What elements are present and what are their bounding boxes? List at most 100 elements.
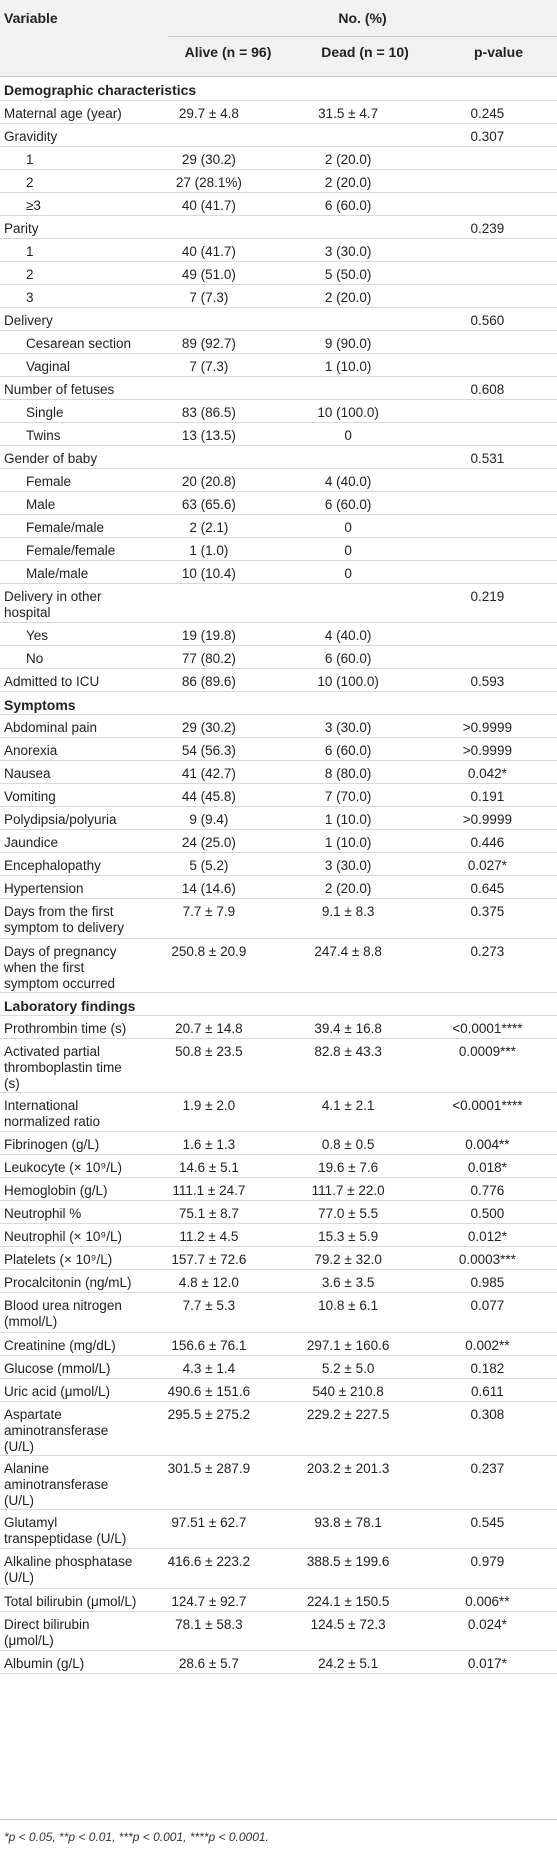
header-divider xyxy=(0,76,557,77)
table-row: Nausea 41 (42.7) 8 (80.0) 0.042* xyxy=(0,760,557,784)
header-variable: Variable xyxy=(4,10,58,26)
cell-dead: 0 xyxy=(278,560,418,584)
cell-alive: 86 (89.6) xyxy=(139,668,279,692)
table-row: Days from the first symptom to delivery 7… xyxy=(0,898,557,939)
cell-p-value xyxy=(417,146,557,170)
cell-dead: 10 (100.0) xyxy=(278,399,418,423)
cell-dead: 5.2 ± 5.0 xyxy=(278,1355,418,1379)
cell-dead: 10 (100.0) xyxy=(278,668,418,692)
cell-dead: 247.4 ± 8.8 xyxy=(278,938,418,993)
cell-dead: 9.1 ± 8.3 xyxy=(278,898,418,939)
cell-dead: 203.2 ± 201.3 xyxy=(278,1455,418,1510)
cell-alive: 7 (7.3) xyxy=(139,284,279,308)
row-label: Polydipsia/polyuria xyxy=(0,806,140,830)
cell-dead: 1 (10.0) xyxy=(278,829,418,853)
table-row: Alkaline phosphatase (U/L) 416.6 ± 223.2 3… xyxy=(0,1548,557,1589)
cell-p-value: 0.245 xyxy=(417,100,557,124)
header-p-value: p-value xyxy=(473,44,523,60)
row-label: Aspartate aminotransferase (U/L) xyxy=(0,1401,140,1456)
cell-p-value: >0.9999 xyxy=(417,714,557,738)
cell-dead: 3 (30.0) xyxy=(278,714,418,738)
cell-alive: 5 (5.2) xyxy=(139,852,279,876)
cell-p-value: 0.239 xyxy=(417,215,557,239)
cell-p-value: <0.0001**** xyxy=(417,1015,557,1039)
table-row: No 77 (80.2) 6 (60.0) xyxy=(0,645,557,669)
cell-alive: 77 (80.2) xyxy=(139,645,279,669)
row-label: Neutrophil (× 10⁹/L) xyxy=(0,1223,140,1247)
row-label: Anorexia xyxy=(0,737,140,761)
cell-alive: 1.9 ± 2.0 xyxy=(139,1092,279,1132)
footnote: *p < 0.05, **p < 0.01, ***p < 0.001, ***… xyxy=(4,1830,269,1844)
cell-p-value: 0.608 xyxy=(417,376,557,400)
cell-alive xyxy=(139,583,279,623)
cell-alive: 14.6 ± 5.1 xyxy=(139,1154,279,1178)
row-label: Delivery xyxy=(0,307,140,331)
table-row: Aspartate aminotransferase (U/L) 295.5 ± … xyxy=(0,1401,557,1456)
table-row: Total bilirubin (μmol/L) 124.7 ± 92.7 224.… xyxy=(0,1588,557,1612)
cell-alive: 83 (86.5) xyxy=(139,399,279,423)
cell-p-value: 0.077 xyxy=(417,1292,557,1333)
cell-dead: 79.2 ± 32.0 xyxy=(278,1246,418,1270)
row-label: Total bilirubin (μmol/L) xyxy=(0,1588,140,1612)
table-body: Demographic characteristics Maternal age … xyxy=(0,77,557,1674)
cell-dead: 0 xyxy=(278,537,418,561)
row-label: Albumin (g/L) xyxy=(0,1650,140,1674)
cell-dead xyxy=(278,215,418,239)
cell-dead: 5 (50.0) xyxy=(278,261,418,285)
cell-p-value: 0.500 xyxy=(417,1200,557,1224)
cell-dead: 2 (20.0) xyxy=(278,146,418,170)
cell-alive: 4.8 ± 12.0 xyxy=(139,1269,279,1293)
row-label: Male/male xyxy=(0,560,140,584)
cell-p-value: <0.0001**** xyxy=(417,1092,557,1132)
header-alive: Alive (n = 96) xyxy=(184,44,272,60)
cell-alive: 7 (7.3) xyxy=(139,353,279,377)
table-row: Days of pregnancy when the first symptom… xyxy=(0,938,557,993)
header-group: No. (%) xyxy=(338,10,387,26)
table-row: Hemoglobin (g/L) 111.1 ± 24.7 111.7 ± 22.0… xyxy=(0,1177,557,1201)
table-row: Fibrinogen (g/L) 1.6 ± 1.3 0.8 ± 0.5 0.004*… xyxy=(0,1131,557,1155)
row-label: Hemoglobin (g/L) xyxy=(0,1177,140,1201)
cell-p-value: 0.017* xyxy=(417,1650,557,1674)
table-row: Gravidity 0.307 xyxy=(0,123,557,147)
row-label: Alanine aminotransferase (U/L) xyxy=(0,1455,140,1510)
cell-alive: 75.1 ± 8.7 xyxy=(139,1200,279,1224)
row-label: 1 xyxy=(0,146,140,170)
row-label: Vomiting xyxy=(0,783,140,807)
table-row: Direct bilirubin (μmol/L) 78.1 ± 58.3 124.… xyxy=(0,1611,557,1651)
cell-p-value: 0.0009*** xyxy=(417,1038,557,1093)
cell-alive: 157.7 ± 72.6 xyxy=(139,1246,279,1270)
table-row: Cesarean section 89 (92.7) 9 (90.0) xyxy=(0,330,557,354)
section-row: Symptoms xyxy=(0,691,557,715)
table-row: Glucose (mmol/L) 4.3 ± 1.4 5.2 ± 5.0 0.182 xyxy=(0,1355,557,1379)
cell-alive: 27 (28.1%) xyxy=(139,169,279,193)
cell-alive: 20 (20.8) xyxy=(139,468,279,492)
cell-alive: 28.6 ± 5.7 xyxy=(139,1650,279,1674)
section-row: Laboratory findings xyxy=(0,992,557,1016)
cell-p-value xyxy=(417,169,557,193)
cell-dead: 24.2 ± 5.1 xyxy=(278,1650,418,1674)
cell-dead: 2 (20.0) xyxy=(278,875,418,899)
cell-alive: 124.7 ± 92.7 xyxy=(139,1588,279,1612)
cell-p-value: 0.004** xyxy=(417,1131,557,1155)
cell-dead: 229.2 ± 227.5 xyxy=(278,1401,418,1456)
cell-p-value xyxy=(417,422,557,446)
table-row: Male/male 10 (10.4) 0 xyxy=(0,560,557,584)
row-label: Activated partial thromboplastin time (s… xyxy=(0,1038,140,1093)
cell-p-value xyxy=(417,514,557,538)
cell-dead xyxy=(278,376,418,400)
row-label: Platelets (× 10⁹/L) xyxy=(0,1246,140,1270)
cell-alive: 41 (42.7) xyxy=(139,760,279,784)
row-label: Glutamyl transpeptidase (U/L) xyxy=(0,1509,140,1549)
cell-p-value: 0.273 xyxy=(417,938,557,993)
row-label: International normalized ratio xyxy=(0,1092,140,1132)
table-row: Number of fetuses 0.608 xyxy=(0,376,557,400)
cell-alive: 54 (56.3) xyxy=(139,737,279,761)
table-row: Female 20 (20.8) 4 (40.0) xyxy=(0,468,557,492)
row-label: Maternal age (year) xyxy=(0,100,140,124)
cell-dead: 19.6 ± 7.6 xyxy=(278,1154,418,1178)
cell-p-value: 0.611 xyxy=(417,1378,557,1402)
row-label: Symptoms xyxy=(0,691,557,715)
row-label: Single xyxy=(0,399,140,423)
row-label: Encephalopathy xyxy=(0,852,140,876)
